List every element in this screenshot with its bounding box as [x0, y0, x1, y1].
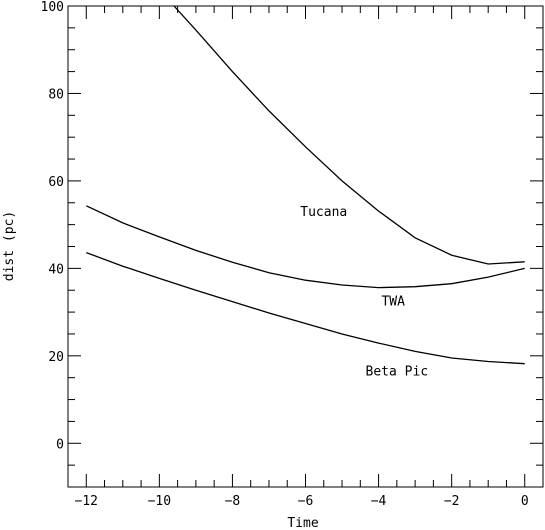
x-tick-label: −10: [148, 494, 171, 509]
series-labels: Tucana TWA Beta Pic: [300, 205, 428, 380]
y-tick-label: 80: [48, 87, 64, 102]
x-tick-label: −2: [444, 494, 460, 509]
y-tick-label: 60: [48, 175, 64, 190]
series-line-twa: [86, 205, 525, 289]
series-line-tucana: [173, 5, 525, 265]
series-group: [86, 5, 525, 365]
series-line-beta-pic: [86, 251, 525, 365]
y-tick-label: 20: [48, 350, 64, 365]
axis-tick-labels: −12 −10 −8 −6 −4 −2 0 0 20 40 60 80 100: [41, 0, 529, 509]
series-label-beta-pic: Beta Pic: [366, 364, 429, 379]
x-tick-label: 0: [521, 494, 529, 509]
x-tick-label: −8: [225, 494, 241, 509]
y-tick-label: 40: [48, 262, 64, 277]
plot-frame: [67, 5, 544, 488]
series-label-tucana: Tucana: [300, 205, 347, 220]
x-tick-label: −12: [75, 494, 98, 509]
y-axis-label: dist (pc): [2, 211, 17, 281]
y-tick-label: 0: [56, 437, 64, 452]
x-tick-label: −6: [298, 494, 314, 509]
x-axis-label: Time: [287, 516, 318, 530]
y-tick-label: 100: [41, 0, 64, 15]
axis-ticks: [67, 5, 544, 487]
x-tick-label: −4: [371, 494, 387, 509]
series-label-twa: TWA: [381, 295, 405, 310]
